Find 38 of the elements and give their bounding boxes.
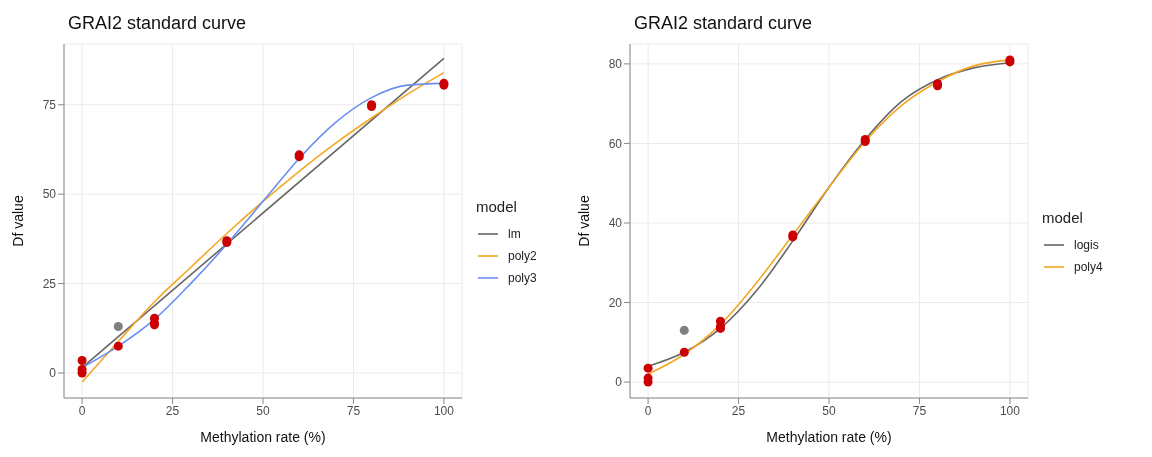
y-tick-label: 40 bbox=[608, 216, 623, 231]
x-axis-title: Methylation rate (%) bbox=[766, 429, 892, 445]
point bbox=[113, 321, 123, 331]
y-axis-title: Df value bbox=[9, 195, 26, 247]
legend-title: model bbox=[1042, 208, 1084, 226]
x-axis-title: Methylation rate (%) bbox=[200, 429, 326, 445]
y-tick-label: 0 bbox=[49, 366, 57, 381]
y-tick-label: 60 bbox=[608, 136, 623, 151]
legend-label: logis bbox=[1074, 237, 1099, 252]
x-tick-label: 50 bbox=[822, 403, 836, 418]
x-tick-label: 25 bbox=[165, 403, 180, 418]
y-axis-title: Df value bbox=[575, 195, 592, 247]
point bbox=[679, 325, 689, 335]
point bbox=[643, 363, 653, 373]
x-tick-label: 0 bbox=[644, 403, 652, 418]
point bbox=[77, 355, 87, 365]
point bbox=[113, 341, 123, 351]
y-tick-label: 75 bbox=[42, 98, 57, 113]
legend-title: model bbox=[476, 197, 518, 215]
legend-label: poly4 bbox=[1074, 259, 1103, 274]
y-tick-label: 50 bbox=[42, 187, 57, 202]
x-tick-label: 25 bbox=[731, 403, 746, 418]
y-tick-label: 25 bbox=[42, 276, 57, 291]
chart-title: GRAI2 standard curve bbox=[67, 12, 248, 35]
x-tick-label: 0 bbox=[78, 403, 86, 418]
y-tick-label: 20 bbox=[608, 295, 623, 310]
x-tick-label: 50 bbox=[256, 403, 270, 418]
x-tick-label: 100 bbox=[433, 403, 455, 418]
chart-title: GRAI2 standard curve bbox=[633, 12, 814, 35]
x-tick-label: 75 bbox=[346, 403, 361, 418]
legend-label: poly3 bbox=[508, 270, 537, 285]
legend-label: lm bbox=[508, 226, 521, 241]
legend-label: poly2 bbox=[508, 248, 537, 263]
x-tick-label: 75 bbox=[912, 403, 927, 418]
x-tick-label: 100 bbox=[999, 403, 1021, 418]
y-tick-label: 0 bbox=[615, 375, 623, 390]
y-tick-label: 80 bbox=[608, 57, 623, 72]
point bbox=[679, 347, 689, 357]
